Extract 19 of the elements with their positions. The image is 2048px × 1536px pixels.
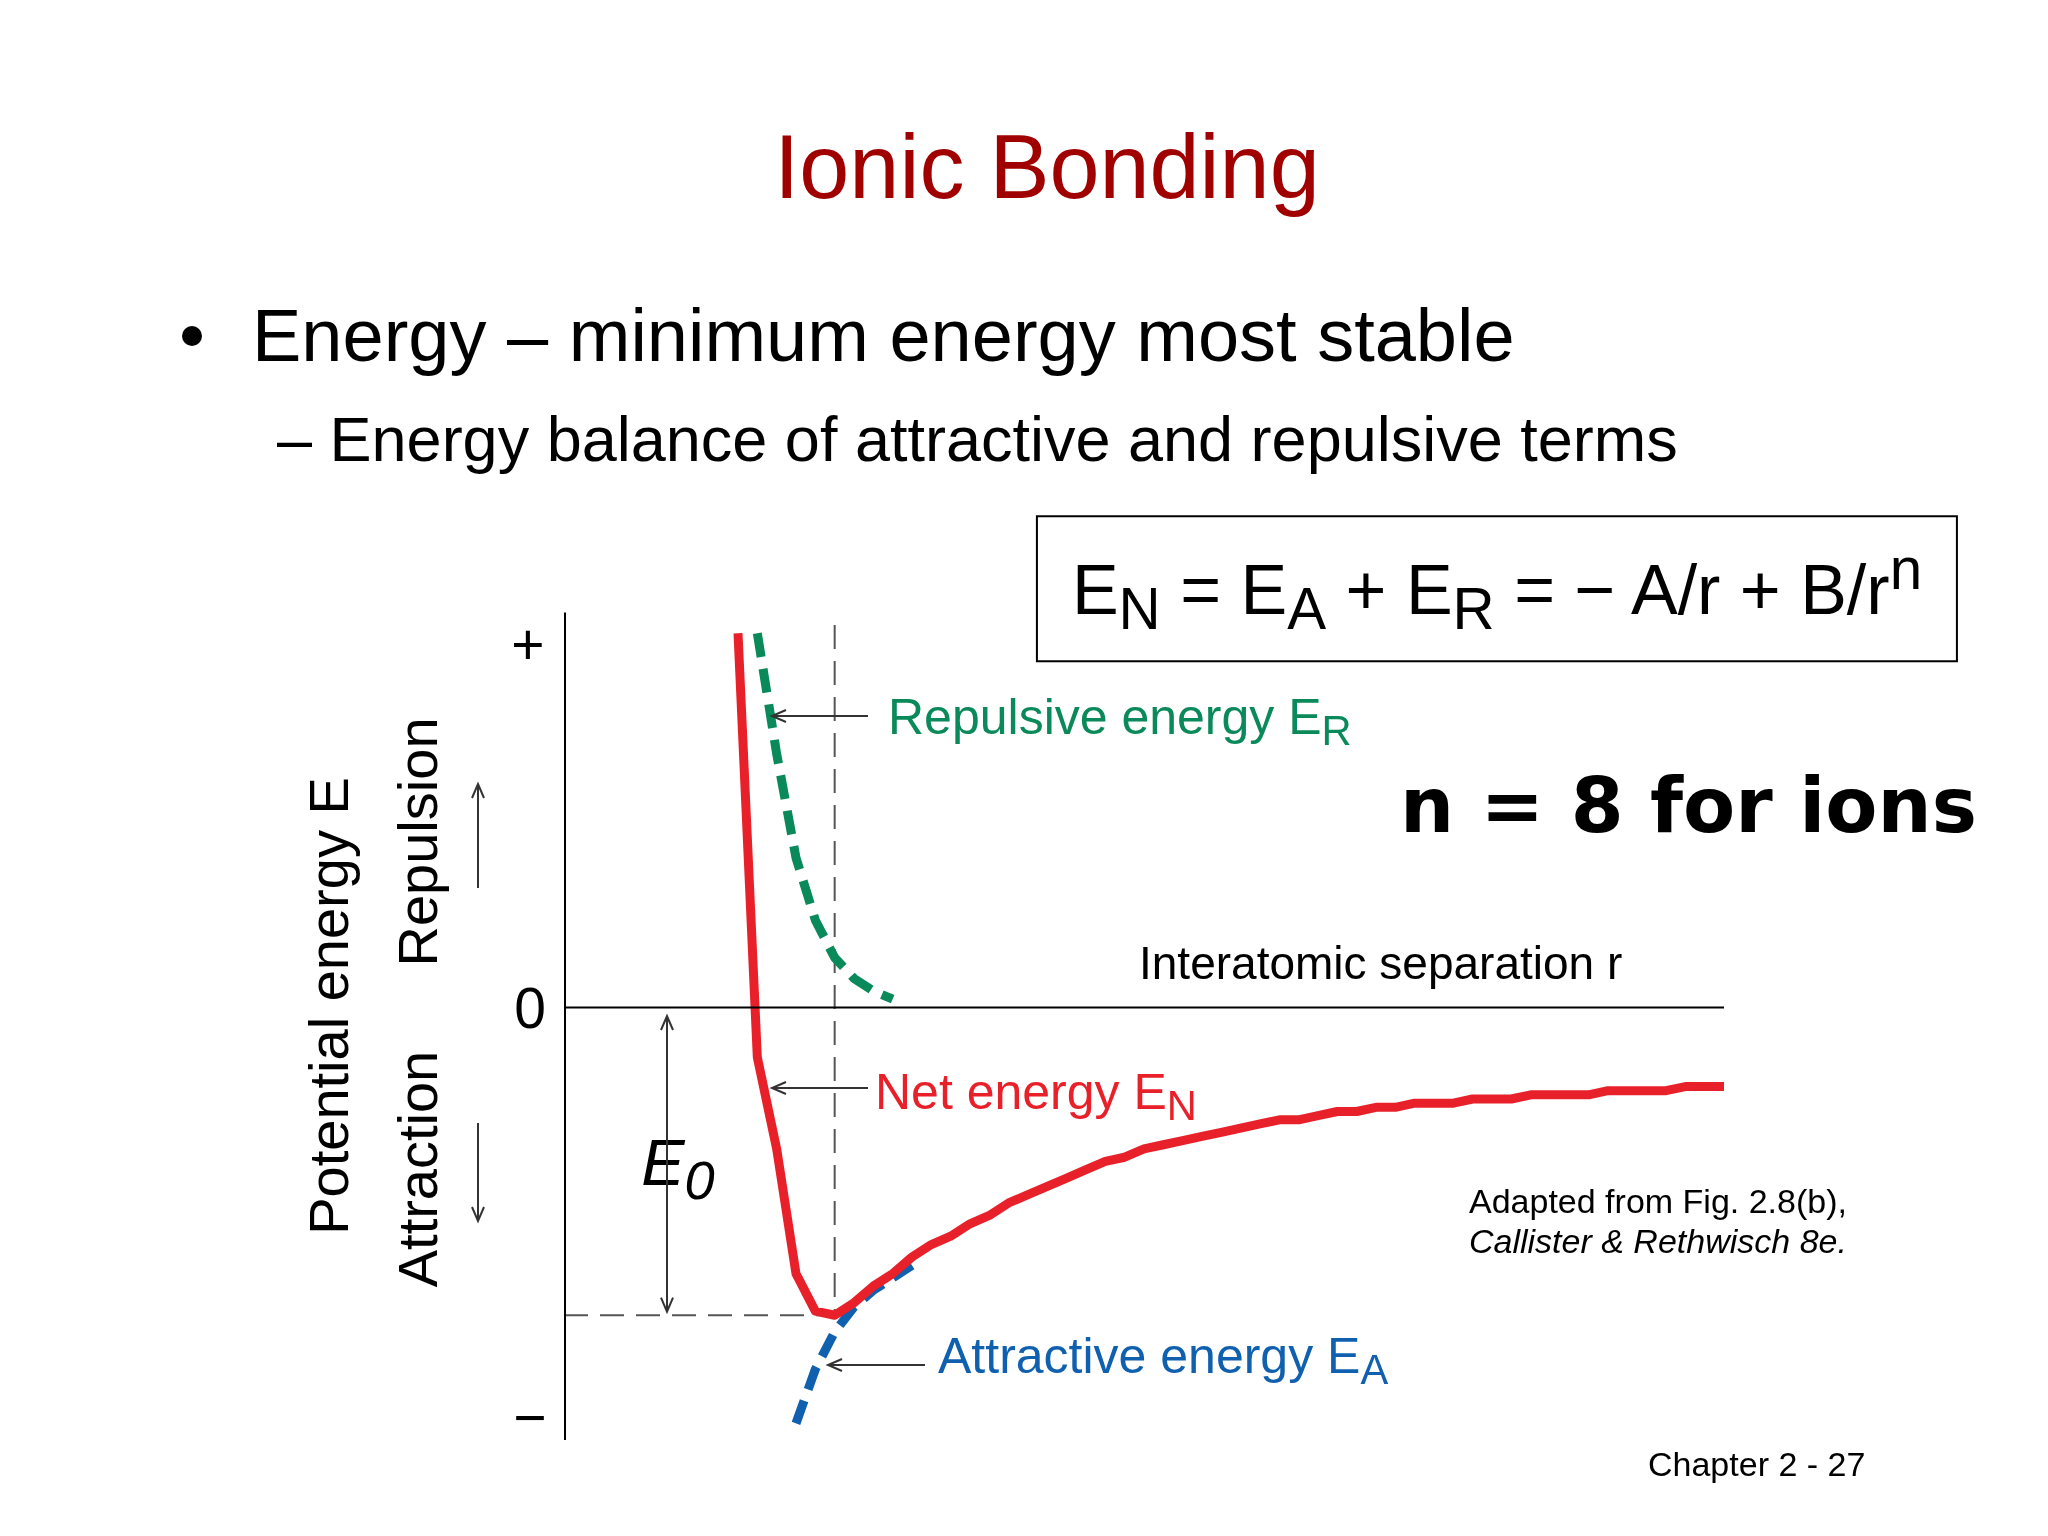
text: − (513, 1384, 547, 1449)
x-axis-title: Interatomic separation r (1139, 936, 1623, 989)
annotation: E$_{N}$ = E$_{A}$ + E$_{R}$ = − A/r + B/r$^{n}$ (1035, 515, 1959, 663)
chart-title: Ionic Bonding (774, 116, 1320, 217)
annotation: 0 (684, 1150, 715, 1211)
text: 0 (514, 975, 546, 1040)
y-axis-title: Potential energy E (297, 777, 361, 1235)
annotation: n = 8 for ions (1400, 761, 1977, 851)
text: – Energy balance of attractive and repulsive terms (277, 404, 1678, 475)
text: Repulsive energy E$_{R}$ (888, 689, 1352, 755)
annotation: Callister & Rethwisch 8e. (1469, 1222, 1847, 1261)
text: + (511, 611, 545, 676)
chart-subtitle: Energy – minimum energy most stable (252, 294, 1515, 378)
text: Repulsion (386, 717, 450, 967)
annotation: Adapted from Fig. 2.8(b), (1469, 1182, 1847, 1221)
text: Chapter 2 - 27 (1648, 1445, 1866, 1484)
series-label: Attractive energy E$_{A}$ (938, 1328, 1389, 1394)
series-label: Net energy E$_{N}$ (875, 1064, 1197, 1130)
text: Attraction (386, 1050, 450, 1288)
